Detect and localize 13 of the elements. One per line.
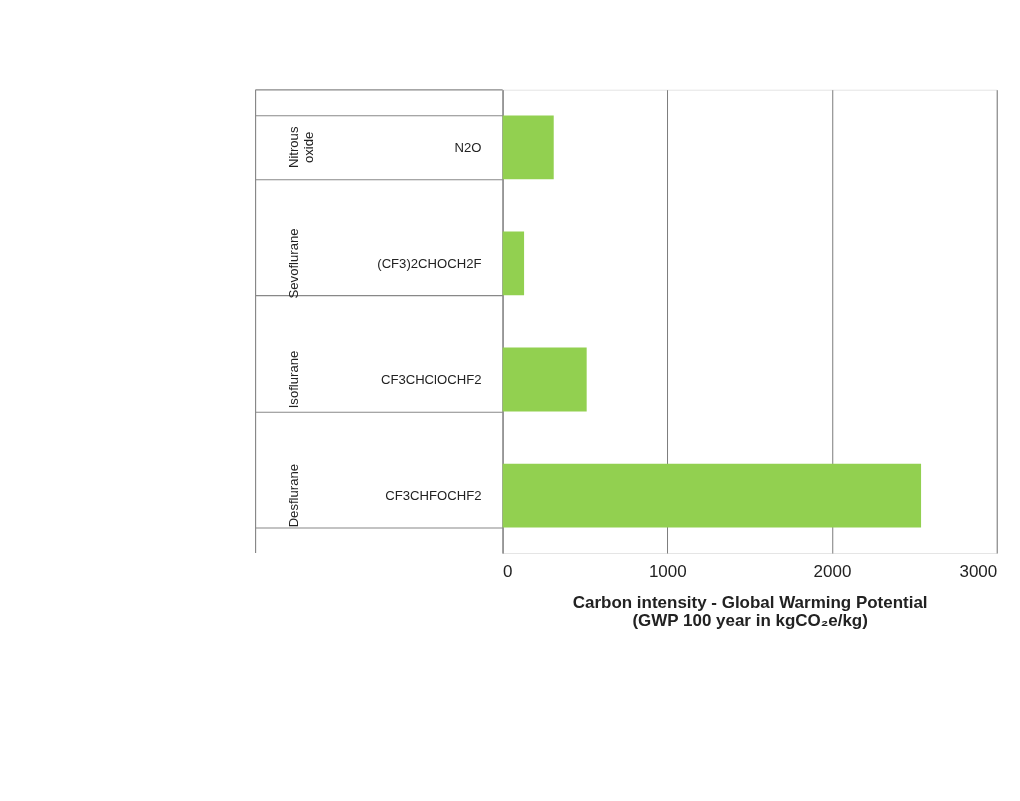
x-axis-title: Carbon intensity - Global Warming Potential (GWP 100 year in kgCO₂e/kg): [572, 592, 928, 631]
y-tick-label: CF3CHFOCHF2: [385, 487, 482, 503]
y-tick-label: (CF3)2CHOCH2F: [377, 255, 482, 271]
x-tick-label: 2000: [813, 562, 852, 582]
text: Sevoflurane: [286, 228, 302, 299]
text: Nitrous oxide: [286, 126, 316, 169]
text: Isoflurane: [286, 350, 302, 409]
text: Desflurane: [286, 463, 302, 528]
y-tick-label: CF3CHClOCHF2: [380, 371, 482, 387]
x-tick-label: 1000: [648, 562, 687, 582]
x-tick-label: 3000: [959, 562, 998, 582]
y-tick-label: N2O: [454, 139, 482, 155]
x-tick-label: 0: [503, 562, 513, 582]
